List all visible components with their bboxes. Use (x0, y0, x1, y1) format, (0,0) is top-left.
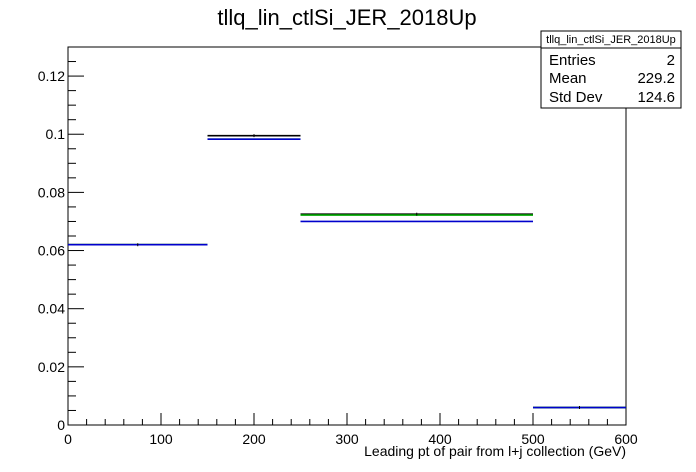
stats-stddev-value: 124.6 (637, 89, 675, 106)
series-layer (68, 134, 626, 410)
y-tick-label: 0 (57, 417, 65, 433)
y-axis: 0 0.02 0.04 0.06 0.08 0.1 0.12 (38, 46, 84, 433)
stats-mean-value: 229.2 (637, 70, 675, 87)
chart-title: tllq_lin_ctlSi_JER_2018Up (217, 5, 476, 30)
stats-entries-label: Entries (549, 52, 596, 69)
y-tick-label: 0.1 (46, 126, 66, 142)
x-tick-label: 100 (149, 431, 173, 447)
stats-box-frame (540, 30, 682, 109)
y-tick-label: 0.08 (38, 184, 65, 200)
stats-mean-label: Mean (549, 70, 587, 87)
stats-box-name: tllq_lin_ctlSi_JER_2018Up (546, 34, 676, 46)
x-tick-label: 500 (521, 431, 545, 447)
y-tick-label: 0.12 (38, 68, 65, 84)
y-tick-label: 0.02 (38, 359, 65, 375)
x-axis: 0 100 200 300 400 500 600 (64, 413, 638, 447)
x-tick-label: 300 (335, 431, 359, 447)
x-axis-title: Leading pt of pair from l+j collection (… (364, 443, 626, 459)
stats-box: tllq_lin_ctlSi_JER_2018Up Entries 2 Mean… (540, 30, 682, 109)
x-tick-label: 400 (428, 431, 452, 447)
y-tick-label: 0.06 (38, 243, 65, 259)
x-tick-label: 600 (614, 431, 638, 447)
y-tick-label: 0.04 (38, 301, 65, 317)
x-tick-label: 200 (242, 431, 266, 447)
x-tick-label: 0 (64, 431, 72, 447)
stats-stddev-label: Std Dev (549, 89, 603, 106)
stats-entries-value: 2 (667, 52, 675, 69)
